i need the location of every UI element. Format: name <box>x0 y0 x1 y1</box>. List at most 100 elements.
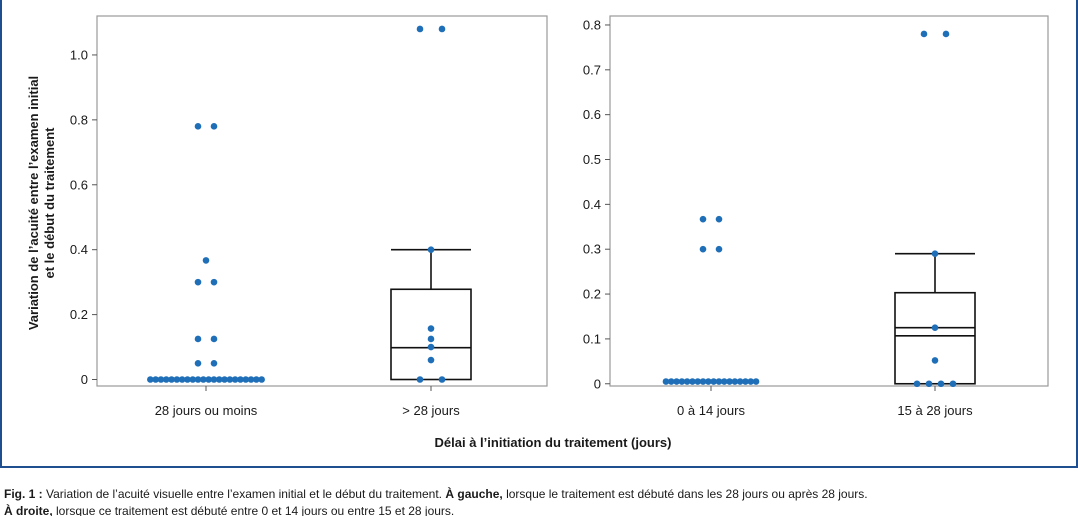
caption-left-text: lorsque le traitement est débuté dans le… <box>506 487 868 501</box>
box-iqr <box>894 291 976 385</box>
data-point <box>427 343 435 351</box>
y-tick-label: 0.8 <box>70 112 88 127</box>
data-point <box>184 376 191 383</box>
y-tick-label: 0.7 <box>583 62 601 77</box>
x-tick-label: 0 à 14 jours <box>677 403 745 418</box>
x-tick-label: > 28 jours <box>402 403 460 418</box>
y-tick-label: 0.3 <box>583 242 601 257</box>
x-tick-label: 15 à 28 jours <box>897 403 973 418</box>
y-tick-label: 0 <box>594 376 601 391</box>
y-tick-label: 0.4 <box>583 197 601 212</box>
data-point <box>736 378 744 385</box>
figure-caption: Fig. 1 : Variation de l’acuité visuelle … <box>4 486 1074 516</box>
data-point <box>194 376 202 383</box>
caption-right-label: À droite, <box>4 504 53 516</box>
caption-line-1: Fig. 1 : Variation de l’acuité visuelle … <box>4 486 1074 503</box>
data-point <box>189 376 197 383</box>
data-point <box>427 246 435 253</box>
data-point <box>205 376 212 383</box>
data-point <box>742 378 749 385</box>
data-point <box>226 376 234 383</box>
caption-line-2: À droite, lorsque ce traitement est débu… <box>4 503 1074 516</box>
data-point <box>427 335 435 343</box>
data-point <box>662 378 670 385</box>
data-point <box>715 215 723 223</box>
data-point <box>194 123 202 130</box>
data-point <box>438 376 446 383</box>
data-point <box>416 25 424 33</box>
data-point <box>689 378 696 385</box>
data-point <box>152 376 159 383</box>
data-point <box>699 245 707 253</box>
data-point <box>699 215 707 223</box>
data-point <box>720 378 728 385</box>
left-panel: 0 0.2 0.4 0.6 0.8 1.0 28 jours ou moins > 28 jo… <box>70 15 548 418</box>
data-point <box>427 325 435 332</box>
data-point <box>731 378 739 385</box>
data-point <box>200 376 207 383</box>
y-tick-label: 0.6 <box>70 177 88 192</box>
data-point <box>242 376 250 383</box>
data-point <box>210 359 218 367</box>
data-point <box>913 380 921 388</box>
data-point <box>726 378 733 385</box>
caption-left-label: À gauche, <box>445 487 503 501</box>
data-point <box>221 376 228 383</box>
data-point <box>752 378 760 385</box>
data-point <box>694 378 702 385</box>
y-tick-label: 0.8 <box>583 17 601 32</box>
data-point <box>667 378 675 385</box>
y-axis-title-line2: et le début du traitement <box>42 127 57 279</box>
caption-right-text: lorsque ce traitement est débuté entre 0… <box>56 504 455 516</box>
data-point <box>202 257 210 264</box>
data-point <box>925 380 933 388</box>
right-panel: 0 0.1 0.2 0.3 0.4 0.5 0.6 0.7 0.8 0 à 14 jours 15 … <box>583 15 1049 418</box>
data-point <box>673 378 680 385</box>
data-point <box>147 376 154 383</box>
box-iqr <box>390 288 472 381</box>
data-point <box>747 378 755 385</box>
chart-svg: 0 0.2 0.4 0.6 0.8 1.0 28 jours ou moins > 28 jo… <box>26 15 1049 450</box>
data-point <box>715 245 723 253</box>
data-point <box>931 250 939 257</box>
data-point <box>705 378 712 385</box>
y-tick-label: 0 <box>81 372 88 387</box>
y-tick-label: 0.4 <box>70 242 88 257</box>
data-point <box>210 123 218 130</box>
data-point <box>210 335 218 343</box>
data-point <box>162 376 170 383</box>
caption-fig-label: Fig. 1 : <box>4 487 43 501</box>
data-point <box>699 378 707 385</box>
data-point <box>949 380 957 388</box>
data-point <box>438 25 446 33</box>
data-point <box>253 376 260 383</box>
y-tick-label: 0.2 <box>583 287 601 302</box>
data-point <box>194 359 202 367</box>
data-point <box>416 376 424 383</box>
y-axis-title-line1: Variation de l’acuité entre l’examen ini… <box>26 76 41 330</box>
plot-frame <box>609 15 1049 387</box>
data-point <box>215 376 223 383</box>
data-point <box>237 376 244 383</box>
figure-frame <box>0 0 1078 468</box>
data-point <box>683 378 691 385</box>
data-point <box>258 376 265 383</box>
data-point <box>194 278 202 286</box>
y-tick-label: 0.2 <box>70 307 88 322</box>
data-point <box>931 357 939 364</box>
y-tick-label: 0.1 <box>583 331 601 346</box>
data-point <box>715 378 723 385</box>
data-point <box>937 380 945 388</box>
data-point <box>247 376 255 383</box>
caption-text: Variation de l’acuité visuelle entre l’e… <box>46 487 443 501</box>
x-tick-label: 28 jours ou moins <box>155 403 258 418</box>
data-point <box>920 30 928 38</box>
plot-frame <box>96 15 548 387</box>
data-point <box>678 378 686 385</box>
y-tick-label: 0.6 <box>583 107 601 122</box>
data-point <box>194 335 202 343</box>
y-tick-label: 1.0 <box>70 47 88 62</box>
data-point <box>210 376 218 383</box>
data-point <box>157 376 165 383</box>
data-point <box>168 376 175 383</box>
